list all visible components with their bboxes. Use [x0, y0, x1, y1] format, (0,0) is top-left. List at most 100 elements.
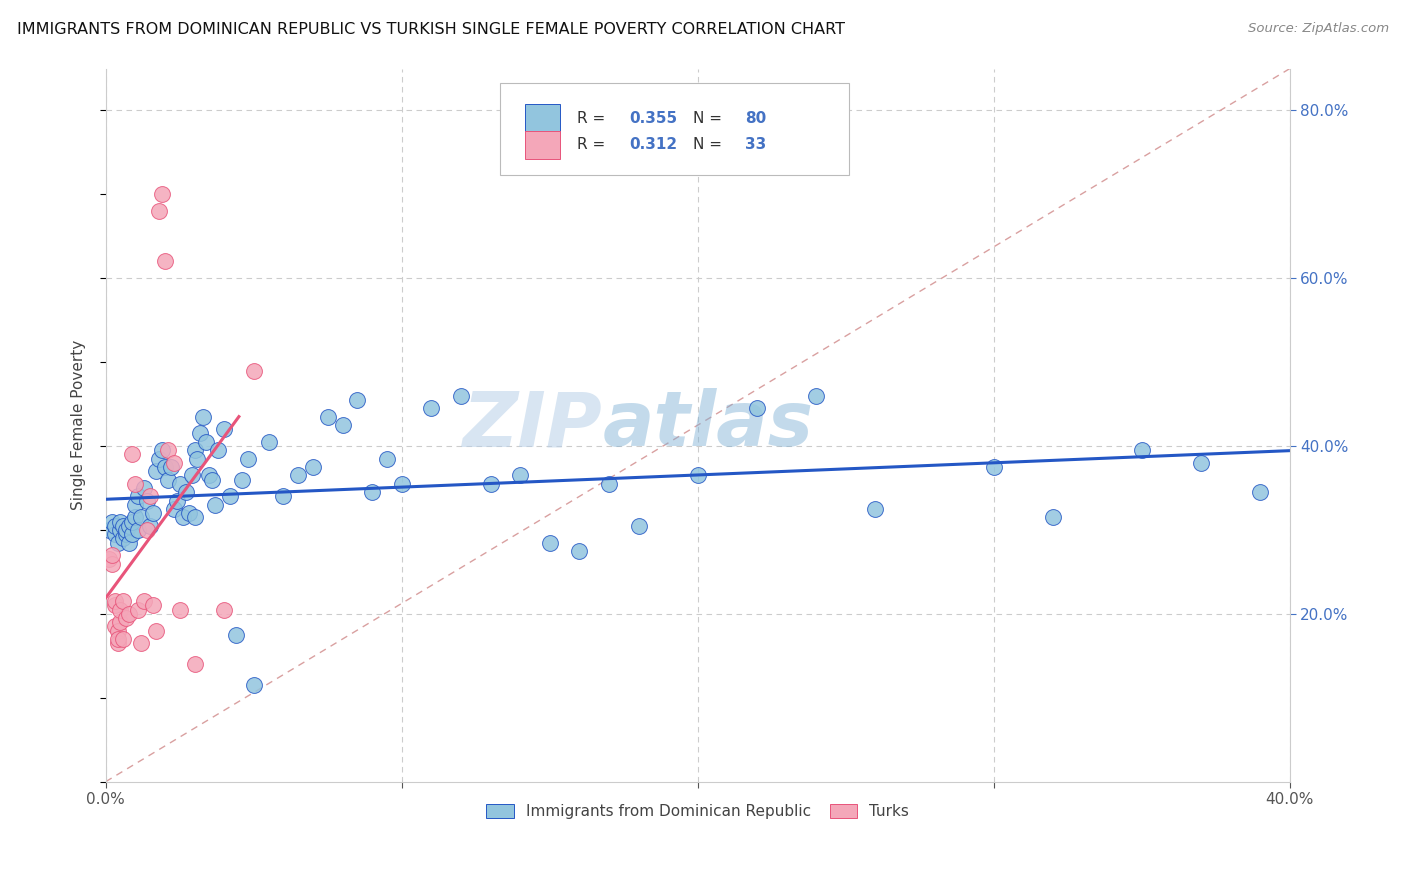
- Point: [153, 460, 176, 475]
- Point: [745, 401, 768, 416]
- Point: [163, 456, 186, 470]
- Legend: Immigrants from Dominican Republic, Turks: Immigrants from Dominican Republic, Turk…: [481, 797, 915, 825]
- Text: 0.312: 0.312: [628, 137, 678, 153]
- Point: [136, 523, 159, 537]
- Point: [97, 523, 120, 537]
- Point: [107, 535, 129, 549]
- Point: [420, 401, 443, 416]
- Point: [479, 476, 502, 491]
- Point: [121, 527, 143, 541]
- Point: [509, 468, 531, 483]
- Point: [186, 451, 208, 466]
- Text: N =: N =: [693, 111, 731, 126]
- Point: [127, 523, 149, 537]
- Point: [129, 636, 152, 650]
- Point: [198, 468, 221, 483]
- Point: [1130, 443, 1153, 458]
- Point: [153, 254, 176, 268]
- Point: [115, 611, 138, 625]
- Point: [107, 624, 129, 638]
- Point: [103, 599, 125, 613]
- FancyBboxPatch shape: [524, 130, 561, 159]
- Point: [156, 473, 179, 487]
- Point: [100, 557, 122, 571]
- Point: [332, 418, 354, 433]
- Point: [391, 476, 413, 491]
- Point: [103, 619, 125, 633]
- Point: [346, 392, 368, 407]
- Point: [110, 523, 132, 537]
- Text: IMMIGRANTS FROM DOMINICAN REPUBLIC VS TURKISH SINGLE FEMALE POVERTY CORRELATION : IMMIGRANTS FROM DOMINICAN REPUBLIC VS TU…: [17, 22, 845, 37]
- Point: [177, 506, 200, 520]
- Point: [150, 443, 173, 458]
- Point: [568, 544, 591, 558]
- Point: [159, 460, 181, 475]
- Text: ZIP: ZIP: [464, 388, 603, 462]
- Point: [1249, 485, 1271, 500]
- Point: [110, 602, 132, 616]
- Point: [219, 490, 242, 504]
- Point: [100, 548, 122, 562]
- Point: [172, 510, 194, 524]
- Point: [257, 434, 280, 449]
- Point: [207, 443, 229, 458]
- Point: [121, 447, 143, 461]
- Point: [212, 602, 235, 616]
- Point: [118, 518, 141, 533]
- Text: R =: R =: [576, 137, 614, 153]
- Point: [242, 363, 264, 377]
- Point: [225, 628, 247, 642]
- Point: [110, 615, 132, 630]
- Point: [118, 535, 141, 549]
- Point: [865, 502, 887, 516]
- Point: [136, 493, 159, 508]
- Point: [195, 434, 218, 449]
- Point: [97, 552, 120, 566]
- Text: 0.355: 0.355: [628, 111, 678, 126]
- Point: [103, 594, 125, 608]
- Point: [212, 422, 235, 436]
- Point: [163, 502, 186, 516]
- Text: R =: R =: [576, 111, 614, 126]
- Point: [1189, 456, 1212, 470]
- Point: [129, 510, 152, 524]
- Point: [121, 515, 143, 529]
- Point: [156, 443, 179, 458]
- Point: [375, 451, 398, 466]
- Point: [150, 187, 173, 202]
- Point: [174, 485, 197, 500]
- Point: [148, 451, 170, 466]
- Point: [110, 515, 132, 529]
- Point: [686, 468, 709, 483]
- Point: [180, 468, 202, 483]
- Point: [124, 510, 146, 524]
- Point: [201, 473, 224, 487]
- Point: [806, 389, 828, 403]
- Point: [145, 464, 167, 478]
- Point: [112, 594, 135, 608]
- Point: [139, 490, 162, 504]
- Y-axis label: Single Female Poverty: Single Female Poverty: [72, 340, 86, 510]
- Point: [983, 460, 1005, 475]
- Point: [236, 451, 259, 466]
- Text: 80: 80: [745, 111, 766, 126]
- Point: [134, 481, 156, 495]
- Point: [107, 636, 129, 650]
- Point: [112, 518, 135, 533]
- Point: [598, 476, 620, 491]
- Point: [124, 476, 146, 491]
- Point: [204, 498, 226, 512]
- Point: [142, 599, 165, 613]
- Text: atlas: atlas: [603, 388, 814, 462]
- Point: [134, 594, 156, 608]
- Point: [124, 498, 146, 512]
- Point: [273, 490, 295, 504]
- Text: 33: 33: [745, 137, 766, 153]
- Point: [231, 473, 253, 487]
- Point: [100, 515, 122, 529]
- Point: [183, 443, 205, 458]
- Point: [115, 527, 138, 541]
- Point: [538, 535, 561, 549]
- Point: [190, 426, 212, 441]
- Point: [316, 409, 339, 424]
